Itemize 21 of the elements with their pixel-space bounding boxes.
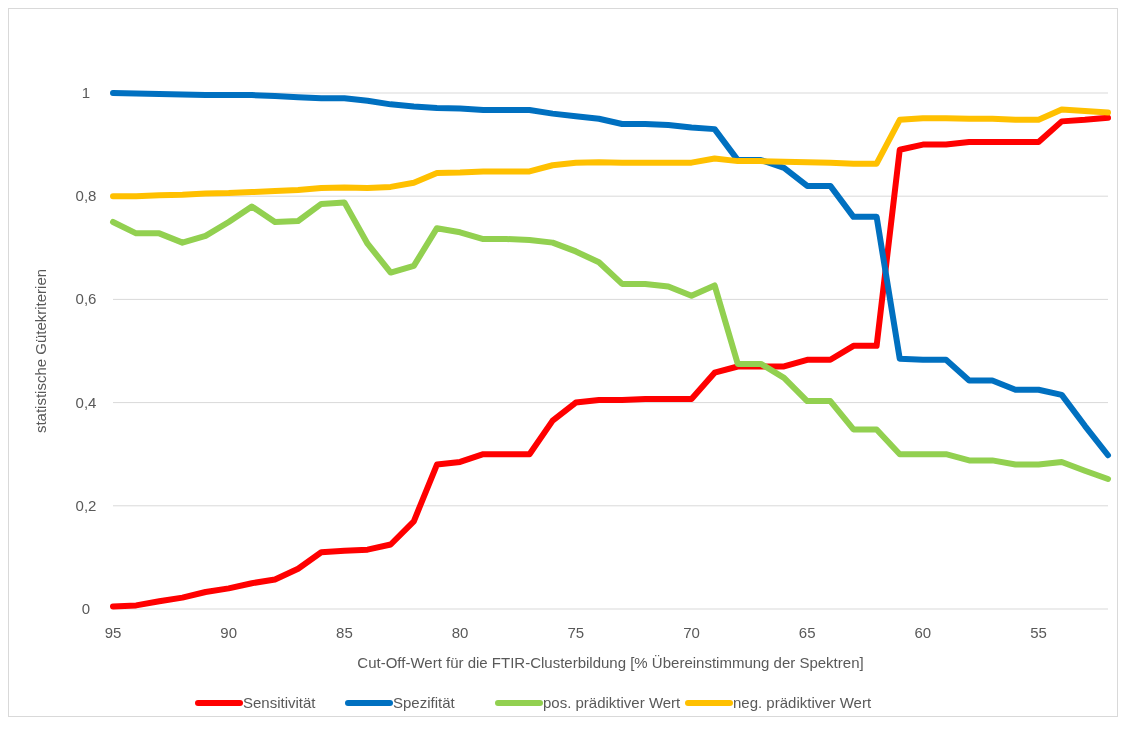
legend-label: Spezifität bbox=[393, 694, 456, 711]
y-tick-label: 1 bbox=[81, 84, 91, 101]
x-tick-label: 95 bbox=[104, 624, 122, 641]
x-tick-label: 60 bbox=[914, 624, 932, 641]
x-tick-label: 75 bbox=[567, 624, 585, 641]
legend-label: pos. prädiktiver Wert bbox=[543, 694, 682, 711]
legend-label: neg. prädiktiver Wert bbox=[733, 694, 872, 711]
x-tick-label: 55 bbox=[1030, 624, 1047, 641]
x-tick-label: 90 bbox=[220, 624, 238, 641]
y-tick-label: 0,6 bbox=[75, 290, 97, 308]
x-tick-label: 65 bbox=[798, 624, 816, 641]
x-tick-label: 85 bbox=[336, 624, 353, 641]
y-tick-label: 0,2 bbox=[75, 496, 97, 514]
y-axis-title: statistische Gütekriterien bbox=[32, 268, 49, 434]
y-tick-label: 0 bbox=[81, 600, 91, 617]
x-tick-label: 70 bbox=[683, 624, 700, 641]
y-tick-label: 0,4 bbox=[75, 393, 97, 411]
legend-label: Sensitivität bbox=[243, 694, 317, 711]
x-tick-label: 80 bbox=[451, 624, 469, 641]
x-axis-title: Cut-Off-Wert für die FTIR-Clusterbildung [% Übereinstimmung der Spektren] bbox=[357, 654, 864, 671]
y-tick-label: 0,8 bbox=[75, 187, 97, 205]
